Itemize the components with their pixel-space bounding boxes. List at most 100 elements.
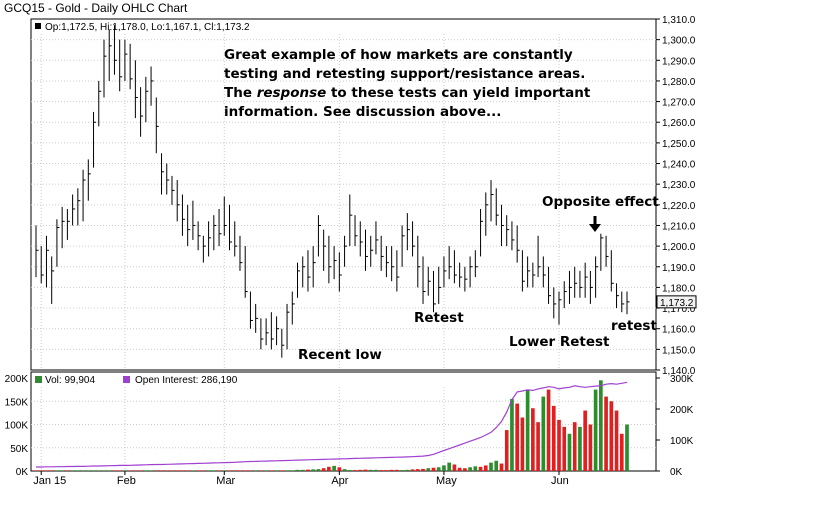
lower-retest-label: Lower Retest bbox=[509, 334, 610, 350]
volume-tick-label: 150K bbox=[5, 397, 29, 408]
volume-bar bbox=[55, 470, 59, 471]
volume-bar bbox=[159, 470, 164, 471]
volume-bar bbox=[368, 469, 373, 471]
x-tick-label: Jan 15 bbox=[33, 475, 66, 487]
volume-bar bbox=[436, 467, 441, 471]
price-legend-bg bbox=[32, 20, 655, 34]
open-interest-line bbox=[36, 381, 628, 468]
volume-bar bbox=[478, 466, 483, 471]
volume-bar bbox=[128, 470, 132, 471]
volume-bar bbox=[426, 468, 431, 471]
volume-bar bbox=[347, 470, 352, 471]
price-tick-label: 1,290.0 bbox=[662, 56, 696, 67]
volume-bar bbox=[70, 470, 75, 471]
volume-bar bbox=[274, 470, 279, 471]
volume-bar bbox=[379, 470, 384, 471]
annotation-line-3-emphasis: response bbox=[256, 85, 327, 101]
volume-bar bbox=[306, 469, 310, 471]
price-tick-label: 1,300.0 bbox=[662, 36, 696, 47]
volume-bar bbox=[248, 470, 253, 471]
opposite-effect-label: Opposite effect bbox=[542, 194, 659, 210]
volume-bar bbox=[102, 470, 106, 471]
volume-bar bbox=[389, 469, 394, 471]
volume-bar bbox=[227, 470, 232, 471]
volume-bar bbox=[316, 469, 321, 471]
volume-bar bbox=[138, 470, 143, 471]
volume-bar bbox=[546, 389, 551, 471]
oi-tick-label: 100K bbox=[670, 436, 694, 447]
volume-bar bbox=[123, 470, 127, 471]
volume-bar bbox=[525, 389, 530, 471]
price-legend-swatch bbox=[35, 23, 41, 29]
volume-bar bbox=[321, 468, 326, 471]
volume-bar bbox=[473, 466, 478, 471]
volume-bar bbox=[452, 464, 457, 471]
last-price-box bbox=[656, 295, 697, 309]
price-tick-label: 1,170.0 bbox=[662, 304, 696, 315]
x-tick-label: Mar bbox=[216, 475, 235, 487]
volume-bar bbox=[489, 462, 493, 471]
volume-bar bbox=[358, 469, 363, 471]
volume-bar bbox=[400, 470, 404, 471]
price-tick-label: 1,140.0 bbox=[662, 366, 696, 377]
oi-legend-swatch bbox=[123, 376, 130, 383]
volume-bar bbox=[290, 470, 295, 471]
volume-bar bbox=[49, 470, 54, 471]
recent-low-label: Recent low bbox=[298, 347, 382, 363]
price-tick-label: 1,190.0 bbox=[662, 263, 696, 274]
volume-bar bbox=[562, 426, 567, 471]
annotation-line-2: testing and retesting support/resistance… bbox=[224, 66, 586, 82]
price-tick-label: 1,250.0 bbox=[662, 139, 696, 150]
oi-tick-label: 0K bbox=[670, 467, 683, 478]
volume-tick-label: 50K bbox=[10, 444, 28, 455]
volume-bar bbox=[332, 465, 336, 471]
volume-bar bbox=[468, 467, 472, 471]
volume-panel bbox=[30, 371, 657, 472]
annotation-line-3-start: The bbox=[224, 85, 257, 101]
volume-bar bbox=[515, 403, 519, 471]
volume-bar bbox=[96, 470, 101, 471]
price-tick-label: 1,210.0 bbox=[662, 221, 696, 232]
volume-bar bbox=[206, 470, 211, 471]
volume-bar bbox=[625, 424, 629, 471]
volume-bar bbox=[442, 465, 446, 471]
volume-bar bbox=[395, 469, 399, 471]
volume-bar bbox=[295, 469, 300, 471]
volume-bar bbox=[583, 410, 587, 471]
volume-bar bbox=[604, 396, 608, 471]
volume-bar bbox=[342, 469, 347, 471]
volume-bar bbox=[410, 469, 415, 471]
arrow-down-icon bbox=[589, 224, 601, 232]
volume-bar bbox=[149, 470, 153, 471]
oi-tick-label: 300K bbox=[670, 374, 694, 385]
volume-legend: Vol: 99,904 bbox=[45, 375, 95, 386]
volume-bar bbox=[264, 470, 268, 471]
volume-bar bbox=[415, 469, 420, 471]
volume-bar bbox=[572, 422, 577, 471]
volume-bar bbox=[154, 470, 159, 471]
volume-bar bbox=[363, 469, 368, 471]
volume-bar bbox=[107, 470, 112, 471]
volume-bar bbox=[311, 469, 316, 471]
volume-bar bbox=[567, 433, 572, 471]
volume-bar bbox=[201, 470, 206, 471]
volume-bar bbox=[499, 463, 504, 471]
main-annotation: Great example of how markets are constan… bbox=[224, 46, 590, 122]
volume-bar bbox=[578, 426, 582, 471]
x-tick-label: Apr bbox=[331, 475, 348, 487]
chart-title: GCQ15 - Gold - Daily OHLC Chart bbox=[4, 1, 188, 15]
price-tick-label: 1,230.0 bbox=[662, 180, 696, 191]
volume-bar bbox=[483, 465, 488, 471]
volume-bar bbox=[65, 470, 70, 471]
volume-bar bbox=[285, 470, 289, 471]
volume-bar bbox=[405, 469, 410, 471]
volume-bar bbox=[520, 417, 525, 471]
volume-legend-swatch bbox=[35, 376, 42, 383]
volume-bar bbox=[180, 470, 185, 471]
volume-bar bbox=[300, 469, 305, 471]
volume-bar bbox=[170, 470, 174, 471]
volume-bar bbox=[457, 467, 462, 471]
volume-bar bbox=[217, 470, 221, 471]
volume-bar bbox=[337, 467, 342, 471]
